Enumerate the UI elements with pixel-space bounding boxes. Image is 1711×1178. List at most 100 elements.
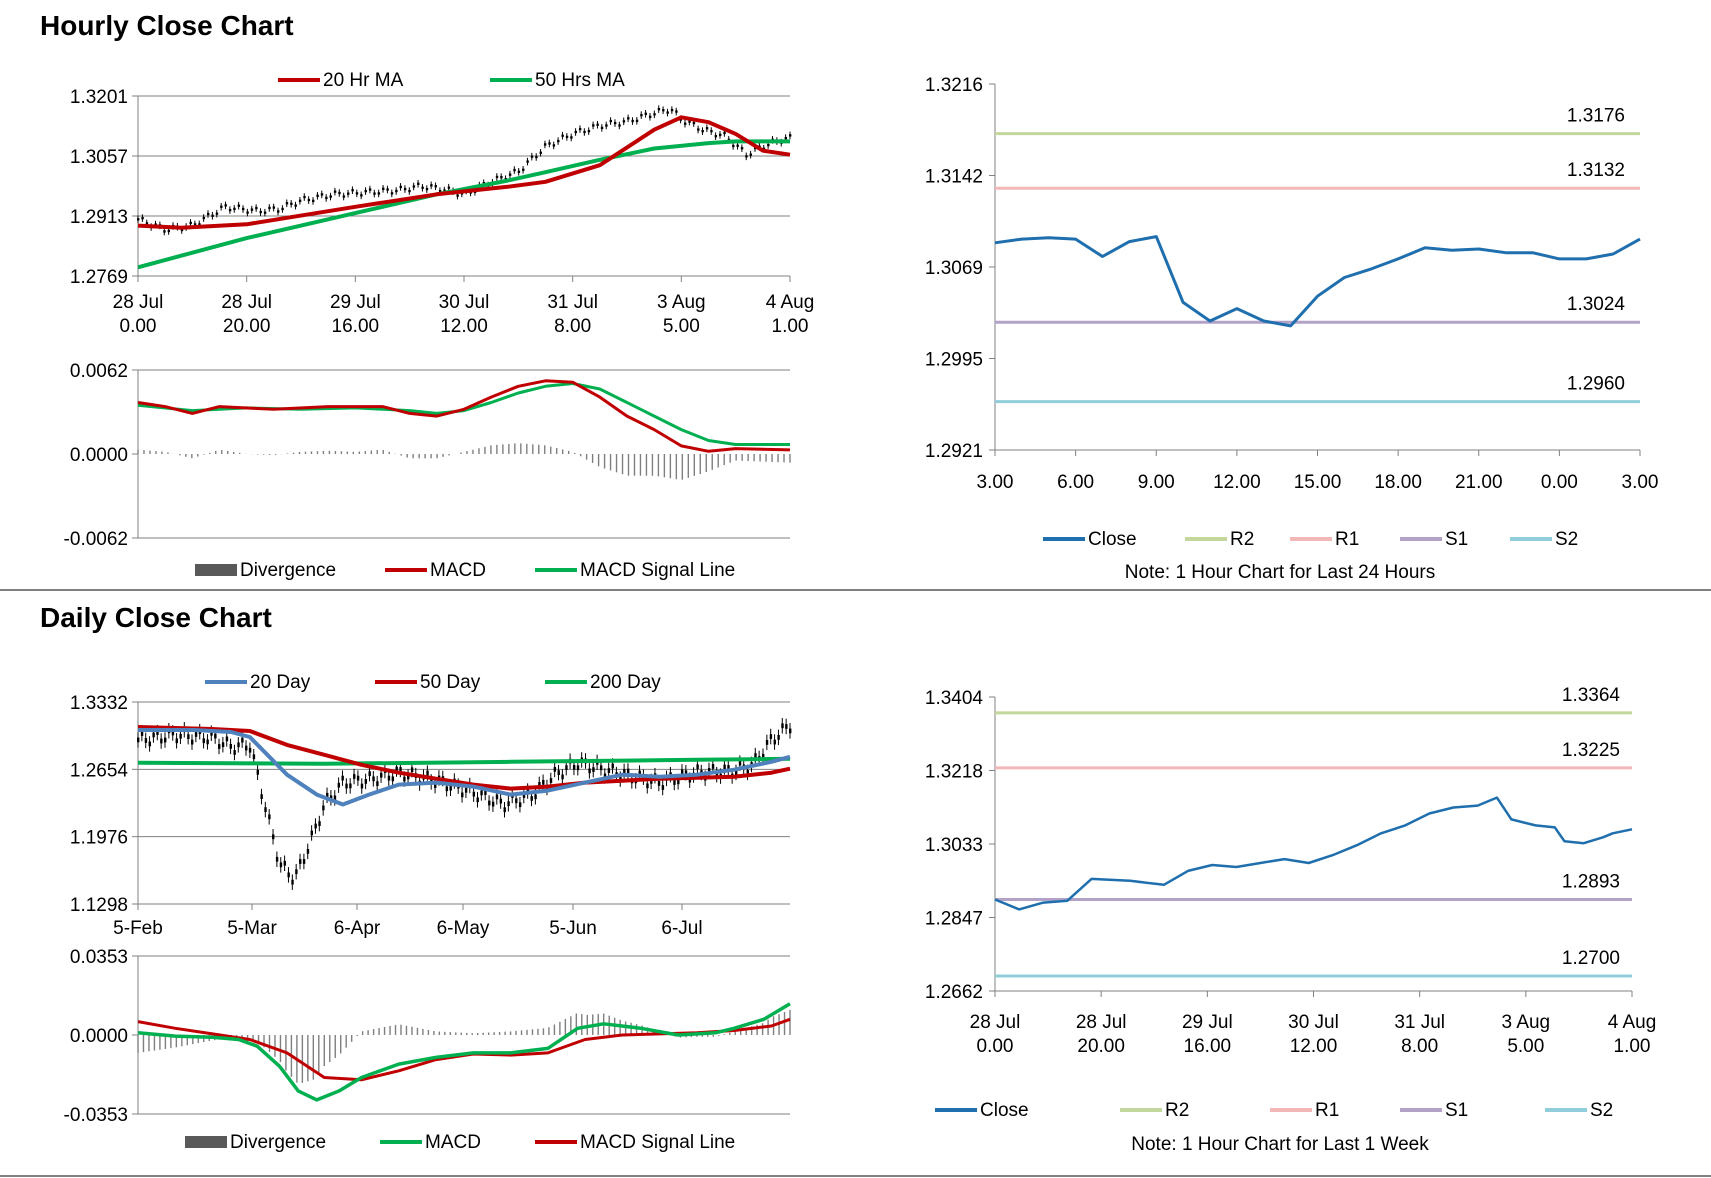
hourly-price-xtick-label: 16.00 [332, 316, 380, 337]
h24-ytick-label: 1.2921 [925, 441, 983, 462]
hourly-ma20-line [137, 115, 791, 230]
hourly-price-candle [285, 202, 289, 205]
wk-xtick-label: 12.00 [1290, 1036, 1338, 1057]
hourly-price-ytick-label: 1.3057 [70, 147, 128, 168]
hourly-price-candle [250, 208, 254, 211]
hourly-price-candle [237, 204, 241, 207]
hourly-price-candle [662, 109, 665, 112]
daily-price-candle [534, 794, 537, 800]
hourly-price-candle [548, 142, 551, 145]
daily-price-candle [144, 738, 148, 743]
wk-legend-s2-label: S2 [1590, 1100, 1613, 1121]
hourly-price-candle [723, 131, 726, 135]
daily-price-candle [518, 802, 522, 808]
daily-price-candle [341, 775, 344, 781]
daily-price-candle [488, 800, 491, 806]
hourly-price-xtick-label: 4 Aug [766, 292, 815, 313]
hourly-price-candle [522, 168, 525, 171]
hourly-price-candle [622, 120, 626, 123]
hourly-price-candle [417, 182, 420, 185]
hourly-price-candle [500, 176, 503, 179]
h24-xtick-label: 18.00 [1374, 472, 1422, 493]
daily-price-xtick-label: 5-Feb [113, 918, 163, 939]
hourly-price-candle [215, 212, 219, 215]
daily-price-candle [387, 775, 391, 781]
hourly-price-candle [325, 196, 328, 200]
hourly-price-candle [408, 189, 411, 193]
hourly-price-candle [438, 189, 442, 193]
daily-price-candle [561, 774, 564, 780]
hourly-price-candle [434, 185, 437, 188]
hourly-price-candle [749, 153, 753, 156]
daily-price-candle [333, 795, 337, 801]
daily-price-candle [164, 737, 167, 743]
hourly-price-candle [552, 144, 556, 147]
hourly-price-ytick-label: 1.2913 [70, 207, 128, 228]
hourly-price-candle [670, 108, 674, 112]
daily-price-candle [218, 744, 221, 749]
daily-price-candle [565, 765, 568, 771]
hourly-price-candle [333, 190, 337, 193]
wk-xtick-label: 16.00 [1184, 1036, 1232, 1057]
hourly-macd-ytick-label: 0.0000 [70, 445, 128, 466]
wk-close-line [994, 796, 1633, 911]
hourly-price-candle [233, 207, 236, 211]
daily-macd-signal-line [137, 1017, 791, 1082]
wk-xtick-label: 5.00 [1507, 1036, 1544, 1057]
hourly-price-candle [360, 194, 363, 197]
hourly-price-candle [193, 223, 197, 226]
daily-price-candle [229, 743, 232, 749]
daily-price-candle [734, 770, 738, 775]
daily-price-ytick-label: 1.1298 [70, 895, 128, 916]
hourly-price-candle [307, 198, 311, 202]
hourly-price-candle [167, 229, 171, 233]
daily-price-candle [179, 733, 182, 739]
hourly-price-xtick-label: 3 Aug [657, 292, 706, 313]
hourly-legend-ma20-label: 20 Hr MA [323, 70, 404, 91]
hourly-price-candle [517, 170, 521, 173]
daily-price-candle [225, 736, 229, 742]
hourly-price-candle [268, 206, 271, 210]
daily-price-candle [696, 764, 699, 770]
hourly-price-candle [211, 214, 214, 217]
hourly-price-candle [784, 136, 788, 140]
hourly-price-candle [587, 129, 591, 133]
daily-macd-legend-signal-label: MACD Signal Line [580, 1132, 735, 1153]
h24-xtick-label: 0.00 [1541, 472, 1578, 493]
hourly-price-candle [613, 121, 617, 125]
daily-price-candle [773, 739, 776, 745]
daily-ma20-line [138, 728, 791, 807]
hourly-price-candle [373, 192, 376, 195]
h24-xtick-label: 6.00 [1057, 472, 1094, 493]
daily-price-candle [499, 798, 503, 804]
daily-price-candle [264, 807, 267, 813]
daily-price-candle [522, 793, 526, 798]
daily-price-candle [407, 774, 410, 780]
daily-price-candle [175, 738, 178, 744]
hourly-price-xtick-label: 8.00 [554, 316, 591, 337]
wk-legend-close-label: Close [980, 1100, 1029, 1121]
daily-price-candle [349, 783, 352, 789]
hourly-price-candle [732, 144, 735, 148]
daily-price-candle [353, 774, 356, 779]
hourly-macd-ytick-label: 0.0062 [70, 361, 128, 382]
hourly-price-candle [557, 139, 560, 143]
daily-price-candle [191, 739, 194, 745]
hourly-price-candle [631, 119, 634, 123]
wk-s1-value: 1.2893 [1562, 871, 1620, 892]
hourly-price-candle [198, 223, 201, 226]
h24-xtick-label: 21.00 [1455, 472, 1503, 493]
hourly-price-xtick-label: 5.00 [663, 316, 700, 337]
bottom-divider [0, 1175, 1711, 1177]
daily-legend-ma50-label: 50 Day [420, 672, 481, 693]
daily-price-candle [673, 780, 676, 785]
daily-price-candle [160, 738, 163, 744]
wk-note: Note: 1 Hour Chart for Last 1 Week [1131, 1134, 1429, 1155]
h24-ytick-label: 1.3216 [925, 75, 983, 96]
daily-price-candle [202, 738, 205, 744]
h24-legend-r1-label: R1 [1335, 529, 1359, 550]
hourly-price-candle [312, 199, 315, 203]
daily-price-candle [337, 782, 341, 788]
daily-price-candle [391, 776, 395, 782]
hourly-price-candle [666, 111, 669, 114]
